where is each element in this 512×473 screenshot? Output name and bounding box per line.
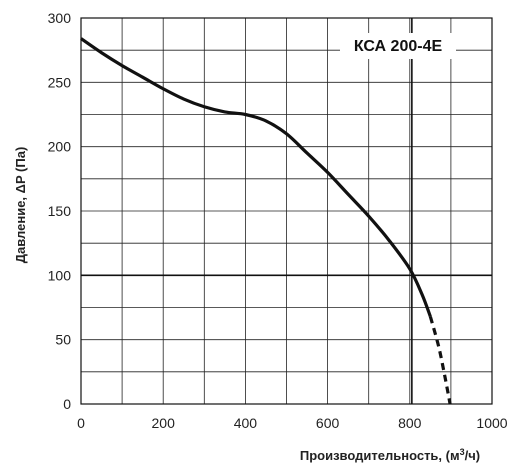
y-tick-label: 200 [48, 139, 72, 155]
x-tick-label: 200 [152, 415, 176, 431]
series-line-dashed [428, 316, 452, 405]
y-tick-labels: 0 50 100 150 200 250 300 [48, 10, 72, 412]
x-axis-title: Производительность, (м3/ч) [300, 447, 480, 463]
y-tick-label: 250 [48, 74, 72, 90]
x-tick-label: 800 [398, 415, 422, 431]
y-tick-label: 50 [55, 332, 71, 348]
reference-lines [81, 18, 492, 404]
y-axis-title: Давление, ΔP (Па) [13, 147, 28, 264]
x-axis-title-superscript: 3 [460, 447, 465, 457]
x-tick-label: 0 [77, 415, 85, 431]
y-tick-label: 150 [48, 203, 72, 219]
model-label-background [340, 33, 456, 59]
x-tick-label: 600 [316, 415, 340, 431]
x-tick-label: 1000 [476, 415, 507, 431]
series-line [80, 37, 432, 318]
plot-frame [80, 17, 493, 405]
x-tick-label: 400 [234, 415, 258, 431]
x-axis-title-tail: /ч) [465, 448, 481, 463]
series-lines [80, 37, 452, 405]
y-tick-label: 300 [48, 10, 72, 26]
y-tick-label: 0 [63, 396, 71, 412]
y-tick-label: 100 [48, 267, 72, 283]
x-tick-labels: 0 200 400 600 800 1000 [77, 415, 508, 431]
model-label: КСА 200-4Е [354, 38, 443, 55]
x-axis-title-main: Производительность, (м [300, 448, 460, 463]
